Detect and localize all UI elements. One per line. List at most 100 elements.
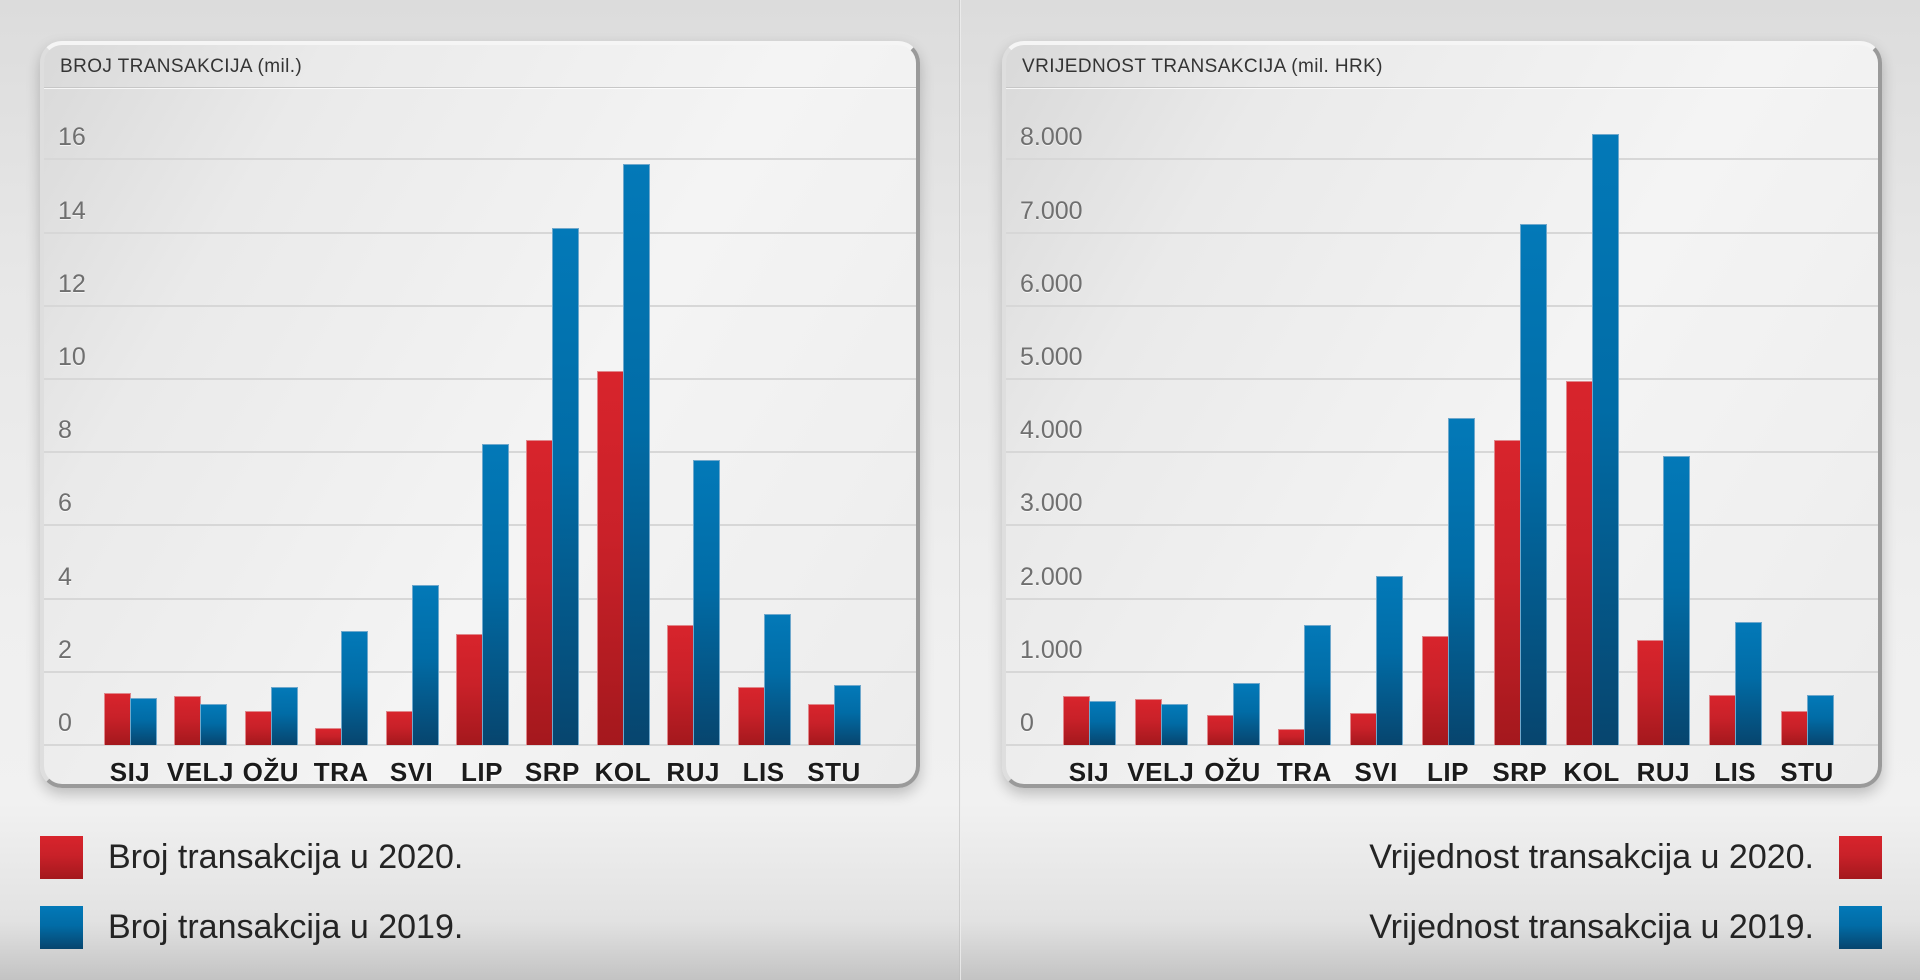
legend-swatch-red-2020 — [1839, 835, 1882, 879]
x-axis-month-label: LIP — [1427, 757, 1469, 784]
gridline — [44, 744, 916, 746]
gridline — [44, 231, 916, 234]
y-axis-tick-label: 8.000 — [1020, 123, 1083, 152]
bar-2020-LIP — [1422, 636, 1449, 745]
bar-2020-TRA — [1278, 729, 1306, 745]
bar-2019-VELJ — [1160, 704, 1188, 745]
gridline — [1006, 597, 1878, 600]
bar-2019-LIP — [1448, 418, 1475, 745]
bar-2020-VELJ — [174, 696, 202, 745]
gridline — [1006, 524, 1878, 527]
gridline — [1006, 744, 1878, 746]
gridline — [44, 451, 916, 454]
legend-vrijednost-transakcija: Vrijednost transakcija u 2020. Vrijednos… — [1369, 835, 1882, 975]
x-axis-month-label: SIJ — [1068, 757, 1110, 784]
bar-2020-STU — [808, 704, 835, 745]
gridline — [1006, 304, 1878, 307]
x-axis-month-label: SVI — [389, 757, 434, 784]
legend-broj-transakcija: Broj transakcija u 2020. Broj transakcij… — [40, 835, 463, 975]
y-axis-tick-label: 2 — [58, 635, 72, 664]
x-axis-month-label: SRP — [524, 757, 580, 784]
gridline — [1006, 451, 1878, 454]
gridline — [44, 304, 916, 307]
bar-2019-SIJ — [130, 698, 157, 745]
y-axis-tick-label: 2.000 — [1020, 562, 1083, 591]
legend-swatch-red-2020 — [40, 835, 83, 879]
bar-2019-LIS — [1735, 622, 1763, 745]
x-axis-month-label: SVI — [1354, 757, 1398, 784]
chart-panel-vrijednost-transakcija: VRIJEDNOST TRANSAKCIJA (mil. HRK) 0 1.000… — [1002, 41, 1882, 788]
bar-2019-TRA — [341, 631, 369, 745]
background-seam-divider — [959, 0, 961, 980]
x-axis-month-label: LIS — [742, 757, 785, 784]
bar-2020-RUJ — [1637, 640, 1665, 745]
bar-2019-OŽU — [1232, 683, 1260, 745]
bar-2019-RUJ — [1663, 456, 1691, 745]
x-axis-month-label: RUJ — [1636, 757, 1691, 784]
legend-row-2020: Broj transakcija u 2020. — [40, 835, 463, 879]
bar-2019-KOL — [1591, 134, 1619, 745]
y-axis-tick-label: 7.000 — [1020, 196, 1083, 225]
x-axis-month-label: SRP — [1492, 757, 1548, 784]
x-axis-month-label: LIS — [1714, 757, 1757, 784]
bar-2019-SRP — [1519, 224, 1547, 745]
bar-2020-RUJ — [667, 625, 695, 745]
gridline — [44, 158, 916, 161]
legend-row-2019: Broj transakcija u 2019. — [40, 905, 463, 949]
bar-2020-SRP — [1493, 440, 1521, 745]
bar-2020-SVI — [1350, 713, 1378, 745]
bar-2020-SRP — [526, 440, 554, 745]
bar-2019-TRA — [1304, 625, 1332, 745]
y-axis-tick-label: 10 — [58, 343, 86, 371]
legend-label-2019: Vrijednost transakcija u 2019. — [1369, 907, 1814, 946]
bar-2020-LIP — [456, 634, 483, 745]
legend-swatch-blue-2019 — [1839, 905, 1882, 949]
gridline — [44, 524, 916, 527]
legend-row-2020: Vrijednost transakcija u 2020. — [1369, 835, 1882, 879]
bar-2019-SVI — [411, 585, 439, 745]
y-axis-tick-label: 4 — [58, 562, 72, 591]
y-axis-tick-label: 8 — [58, 416, 72, 445]
bar-2019-OŽU — [270, 687, 298, 745]
gridline — [1006, 378, 1878, 380]
bar-2019-SIJ — [1089, 701, 1116, 745]
bar-2020-OŽU — [244, 711, 272, 745]
chart-panel-broj-transakcija: BROJ TRANSAKCIJA (mil.) 0 2 4 6 8 10 12 14 16 SIJ… — [40, 41, 920, 788]
legend-label-2019: Broj transakcija u 2019. — [108, 907, 464, 946]
bar-2020-STU — [1781, 711, 1808, 745]
y-axis-tick-label: 6 — [58, 489, 72, 518]
plot-area-vrijednost: 0 1.000 2.000 3.000 4.000 5.000 6.000 7.000 8.00… — [1006, 88, 1878, 784]
bar-2020-TRA — [315, 728, 343, 745]
bar-2020-SIJ — [1063, 696, 1090, 745]
x-axis-month-label: TRA — [1276, 757, 1332, 784]
x-axis-month-label: OŽU — [242, 757, 299, 784]
x-axis-month-label: SIJ — [109, 757, 151, 784]
bar-2019-RUJ — [693, 460, 721, 745]
bar-2019-LIP — [482, 444, 509, 745]
legend-row-2019: Vrijednost transakcija u 2019. — [1369, 905, 1882, 949]
x-axis-month-label: STU — [807, 757, 861, 784]
x-axis-month-label: KOL — [1563, 757, 1620, 784]
bar-2020-SVI — [385, 711, 413, 745]
bar-2019-SVI — [1376, 576, 1404, 745]
y-axis-tick-label: 4.000 — [1020, 416, 1083, 445]
bar-2020-SIJ — [104, 693, 131, 745]
y-axis-tick-label: 5.000 — [1020, 343, 1083, 371]
y-axis-tick-label: 3.000 — [1020, 489, 1083, 518]
y-axis-tick-label: 6.000 — [1020, 269, 1083, 298]
bar-2020-KOL — [596, 371, 624, 745]
y-axis-tick-label: 14 — [58, 196, 86, 225]
x-axis-month-label: RUJ — [666, 757, 720, 784]
bar-2020-OŽU — [1206, 715, 1234, 745]
y-axis-tick-label: 16 — [58, 123, 86, 152]
bar-2019-KOL — [622, 164, 650, 745]
bar-2019-STU — [1807, 695, 1834, 745]
y-axis-tick-label: 0 — [58, 709, 72, 737]
bar-2019-SRP — [552, 228, 580, 745]
bar-2019-STU — [834, 685, 861, 745]
gridline — [1006, 231, 1878, 234]
legend-label-2020: Broj transakcija u 2020. — [108, 837, 464, 876]
y-axis-tick-label: 0 — [1020, 709, 1034, 737]
bar-2019-LIS — [763, 614, 791, 745]
